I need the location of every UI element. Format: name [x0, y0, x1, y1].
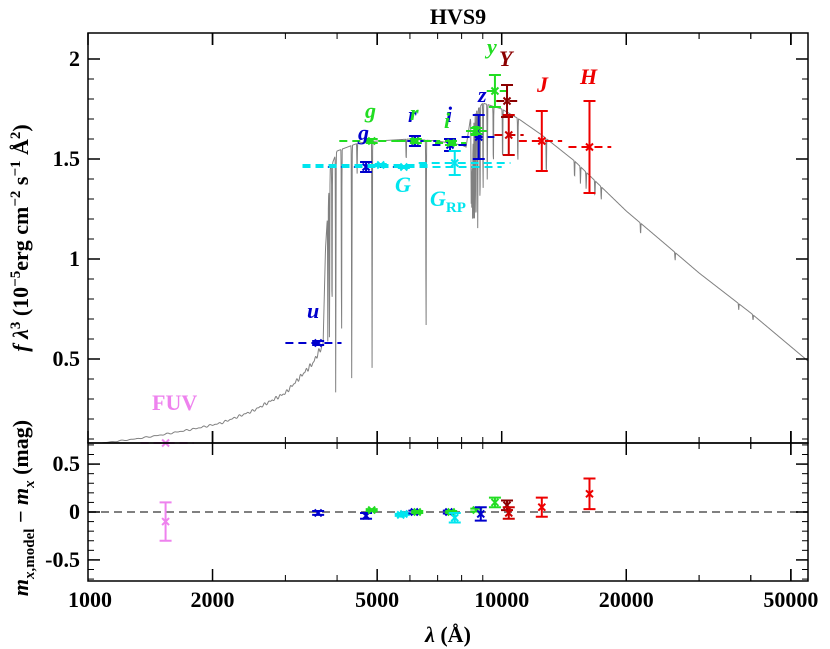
- y-tick-label: 0.5: [53, 346, 81, 371]
- x-axis-label: λ (Å): [424, 622, 471, 647]
- residual-point-z-12: [476, 509, 485, 519]
- band-label-G_RP-13: GRP: [430, 186, 466, 216]
- data-point-G_BP-12: [376, 160, 385, 170]
- data-point-u-1: [313, 338, 323, 348]
- data-point-y-10: [490, 86, 500, 96]
- data-point-r-7: [411, 136, 421, 146]
- x-tick-label: 50000: [763, 587, 818, 612]
- residual-panel: 0.5 0 -0.5: [45, 442, 809, 582]
- x-tick-label: 1000: [68, 587, 112, 612]
- svg-text:mx,model − mx (mag): mx,model − mx (mag): [8, 420, 38, 596]
- data-point-J-16: [537, 136, 547, 146]
- resid-y-tick-label: -0.5: [45, 547, 80, 572]
- residual-point-G_RP-10: [450, 513, 459, 522]
- resid-y-tick-label: 0: [69, 499, 80, 524]
- band-label-g-6: g: [364, 98, 376, 123]
- x-tick-label: 10000: [474, 587, 529, 612]
- band-label-u-1: u: [307, 298, 319, 323]
- band-label-G-11: G: [395, 172, 411, 197]
- residual-point-g-3: [367, 505, 376, 515]
- band-label-r-3: r: [408, 102, 417, 127]
- residual-point-J-15: [504, 508, 513, 518]
- lower-plot-frame: [87, 442, 809, 582]
- band-label-i-8: i: [444, 108, 451, 133]
- data-point-i-8: [446, 138, 456, 148]
- band-label-FUV-0: FUV: [152, 390, 197, 415]
- lower-axis-ticks: 0.5 0 -0.5: [45, 443, 808, 581]
- band-label-z-5: z: [477, 82, 487, 107]
- svg-text:λ (Å): λ (Å): [424, 622, 471, 647]
- band-label-r-7: r: [410, 100, 419, 125]
- x-tick-labels: 1000 2000 5000 10000 20000 50000: [68, 587, 818, 612]
- band-label-J-16: J: [536, 72, 549, 97]
- band-label-H-17: H: [579, 64, 598, 89]
- svg-text:f λ3 (10−5erg cm−2 s−1 Å2): f λ3 (10−5erg cm−2 s−1 Å2): [8, 124, 33, 352]
- y-tick-label: 1: [69, 246, 80, 271]
- y-tick-label: 1.5: [53, 146, 81, 171]
- data-point-J-15: [504, 130, 513, 140]
- residual-point-G_BP-5: [399, 509, 409, 519]
- residual-point-y-13: [490, 498, 500, 507]
- residual-point-J-16: [537, 503, 547, 512]
- band-label-Y-14: Y: [499, 46, 515, 71]
- x-tick-label: 2000: [191, 587, 235, 612]
- residual-point-H-17: [585, 489, 594, 498]
- x-tick-label: 5000: [355, 587, 399, 612]
- data-point-G_RP-13: [450, 158, 459, 168]
- band-label-i-4: i: [446, 102, 453, 127]
- residual-point-FUV-0: [161, 517, 170, 526]
- data-point-z-9: [472, 126, 481, 136]
- upper-axis-ticks: 0.5 1 1.5 2: [53, 33, 808, 443]
- chart-title: HVS9: [430, 4, 486, 29]
- y-axis-label-lower: mx,model − mx (mag): [8, 420, 38, 596]
- residual-point-r-7: [413, 507, 422, 517]
- data-point-H-17: [585, 142, 594, 152]
- y-axis-label-upper: f λ3 (10−5erg cm−2 s−1 Å2): [8, 124, 33, 352]
- data-point-g-6: [367, 136, 376, 146]
- band-label-z-9: z: [470, 116, 480, 141]
- band-label-y-10: y: [484, 34, 497, 59]
- y-tick-label: 2: [69, 46, 80, 71]
- band-label-g-2: g: [357, 120, 369, 145]
- resid-y-tick-label: 0.5: [53, 451, 81, 476]
- x-tick-label: 20000: [599, 587, 654, 612]
- upper-plot-frame: [87, 32, 809, 444]
- photometry-points: [140, 74, 612, 448]
- residual-point-u-1: [313, 508, 323, 518]
- residual-points: [159, 477, 596, 542]
- data-point-Y-14: [502, 96, 512, 106]
